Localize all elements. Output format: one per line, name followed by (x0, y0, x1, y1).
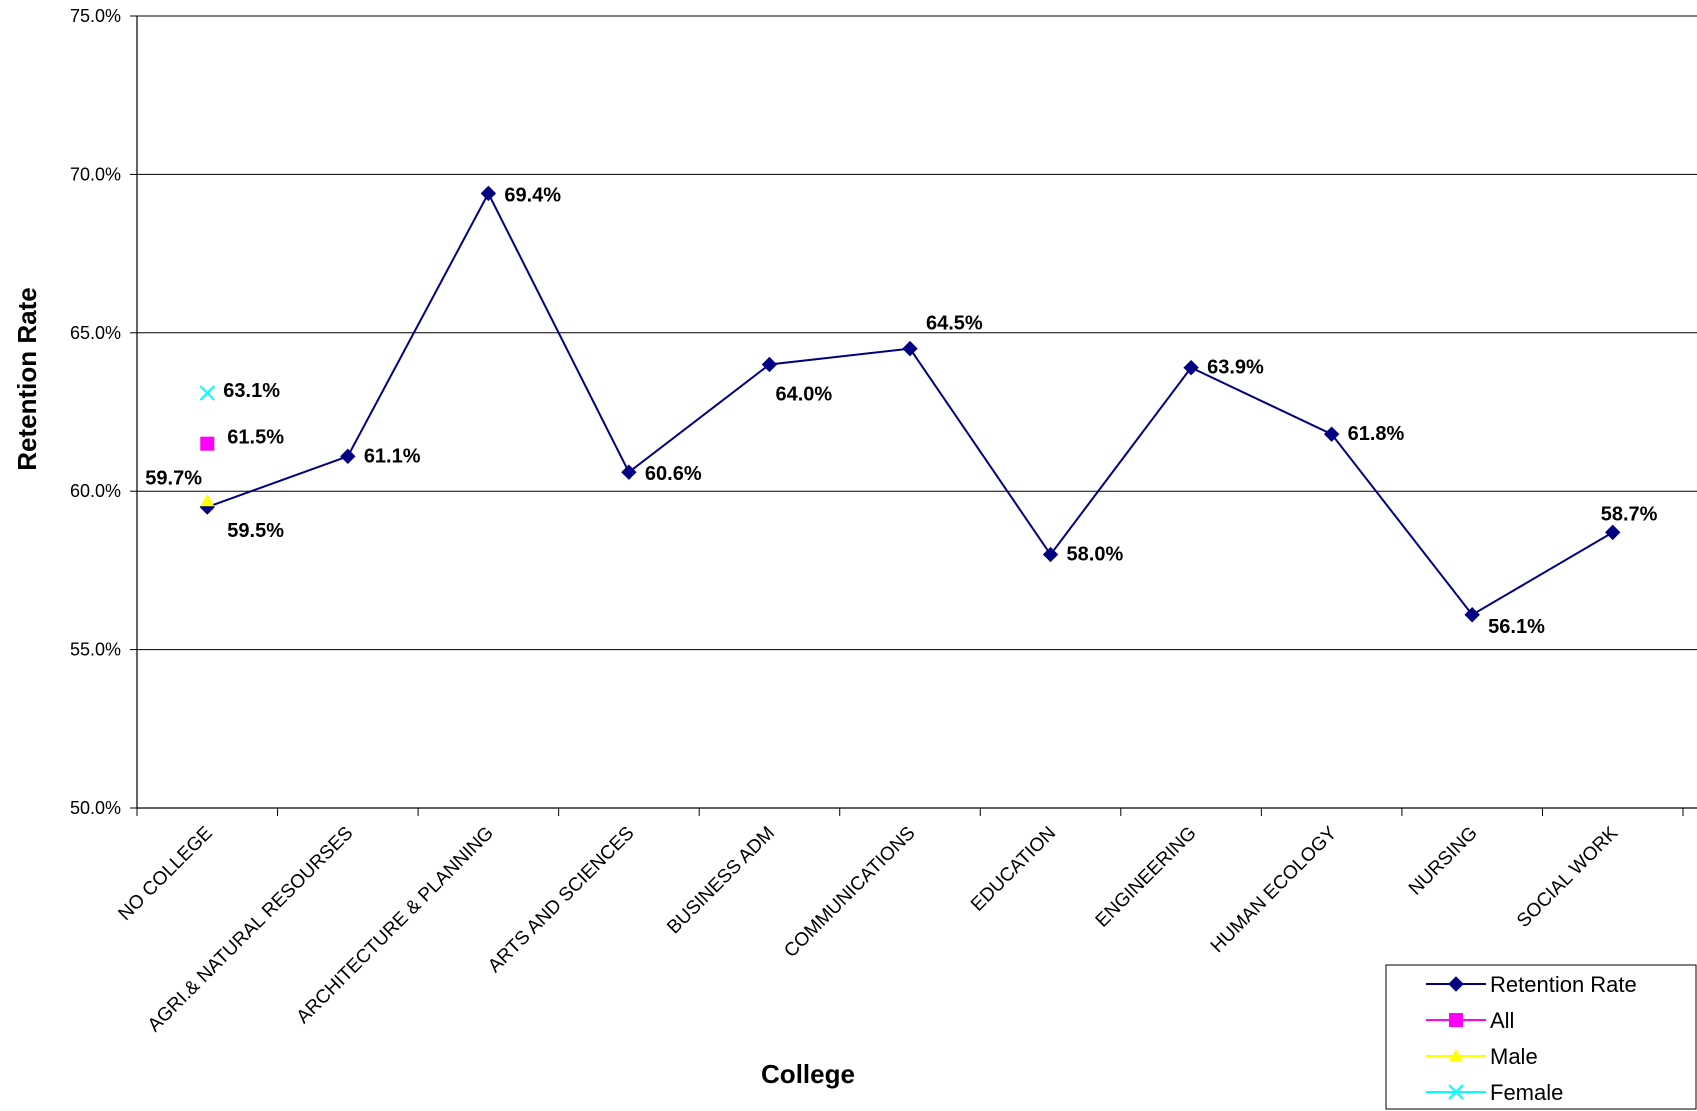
x-tick-label: BUSINESS ADM (663, 823, 779, 939)
data-point (1448, 1084, 1464, 1100)
data-label: 59.7% (145, 468, 202, 490)
legend-label: All (1490, 1008, 1514, 1033)
data-label: 60.6% (645, 463, 702, 485)
legend: Retention Rate All Male Female (1385, 964, 1697, 1110)
axes (130, 15, 1697, 816)
x-axis-title: College (761, 1059, 855, 1089)
data-point-stroke (1448, 1084, 1464, 1100)
x-tick-label: ARTS AND SCIENCES (484, 823, 638, 977)
data-label: 56.1% (1488, 616, 1545, 638)
data-point (761, 356, 778, 373)
data-label: 61.5% (227, 427, 284, 449)
x-tick-label: COMMUNICATIONS (780, 823, 919, 962)
data-label: 61.1% (364, 445, 421, 467)
data-point (1448, 976, 1464, 992)
gridlines (137, 15, 1697, 651)
y-axis-title: Retention Rate (12, 287, 42, 470)
data-label: 59.5% (227, 520, 284, 542)
data-label: 63.9% (1207, 357, 1264, 379)
data-point (1449, 1013, 1463, 1027)
y-tick-label: 75.0% (70, 6, 121, 26)
legend-label: Retention Rate (1490, 972, 1637, 997)
data-label: 64.5% (926, 313, 983, 335)
data-label: 58.7% (1601, 503, 1658, 525)
data-point (1464, 607, 1480, 623)
y-tick-label: 50.0% (70, 798, 121, 818)
data-point (1605, 524, 1621, 541)
x-tick-label: NO COLLEGE (115, 823, 217, 925)
legend-box (1385, 964, 1697, 1110)
x-tick-label: EDUCATION (967, 823, 1060, 916)
legend-item: Retention Rate (1426, 972, 1637, 997)
legend-item: All (1426, 1008, 1514, 1033)
y-tick-label: 65.0% (70, 323, 121, 343)
series-markers (199, 185, 1621, 623)
data-point (199, 385, 215, 401)
data-point (1183, 359, 1199, 376)
data-labels: 59.5% 61.1% 69.4% 60.6% 64.0% 64.5% 58.0% 63.9%… (145, 184, 1657, 637)
data-point (340, 448, 356, 465)
x-tick-label: SOCIAL WORK (1513, 822, 1622, 931)
data-point (621, 464, 637, 480)
data-label: 63.1% (223, 380, 280, 402)
y-tick-label: 60.0% (70, 481, 121, 501)
data-point (902, 340, 918, 357)
data-point (1449, 1049, 1463, 1062)
data-point (1042, 546, 1059, 563)
y-tick-labels: 50.0% 55.0% 60.0% 65.0% 70.0% 75.0% (70, 6, 121, 818)
y-tick-label: 55.0% (70, 640, 121, 660)
legend-item: Female (1426, 1080, 1563, 1105)
x-tick-label: HUMAN ECOLOGY (1207, 822, 1342, 957)
data-point (200, 493, 215, 507)
data-label: 69.4% (504, 184, 561, 206)
data-label: 61.8% (1348, 423, 1405, 445)
y-tick-label: 70.0% (70, 164, 121, 184)
data-label: 64.0% (775, 383, 832, 405)
data-point-stroke (199, 385, 215, 401)
data-point (200, 436, 215, 451)
legend-label: Female (1490, 1080, 1563, 1105)
x-tick-label: ENGINEERING (1092, 823, 1201, 932)
data-label: 58.0% (1067, 544, 1124, 566)
x-tick-label: NURSING (1405, 823, 1482, 900)
legend-item: Male (1426, 1044, 1538, 1069)
data-point (480, 185, 497, 202)
data-point (1323, 426, 1340, 442)
series-lines (206, 191, 1614, 617)
series-line-retention-rate (206, 191, 1614, 617)
legend-label: Male (1490, 1044, 1538, 1069)
